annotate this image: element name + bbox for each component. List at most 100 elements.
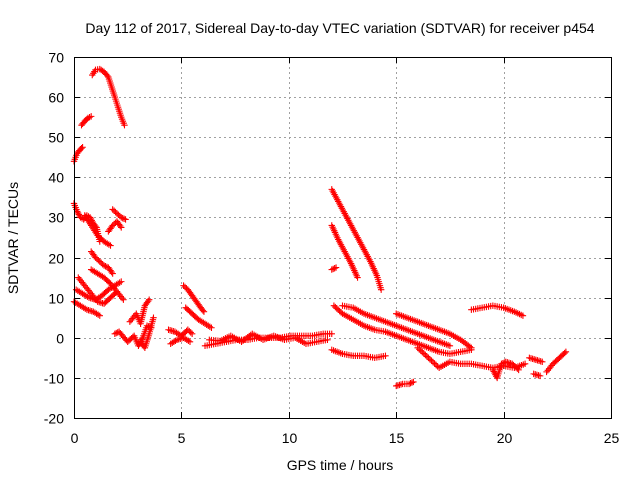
data-point	[498, 360, 505, 368]
data-point	[354, 274, 361, 281]
series-arc-16	[165, 326, 196, 339]
data-point	[108, 268, 115, 276]
series-arc-07	[81, 212, 114, 249]
data-point	[561, 349, 568, 357]
y-tick-label: 50	[48, 130, 64, 146]
data-point	[96, 312, 103, 319]
y-tick-label: 30	[48, 210, 64, 226]
series-arc-22	[328, 186, 385, 293]
series-arc-03	[89, 65, 128, 129]
data-point	[150, 314, 157, 321]
data-point	[100, 262, 108, 269]
data-point	[514, 365, 521, 372]
data-point	[539, 358, 546, 366]
series-arc-34	[530, 370, 544, 380]
data-point	[428, 357, 435, 364]
data-point	[107, 242, 114, 249]
series-arc-05	[105, 218, 125, 235]
data-point	[118, 224, 125, 231]
data-point	[119, 214, 126, 222]
series-arc-17	[167, 334, 194, 347]
axis-ticks	[74, 57, 612, 419]
data-point	[417, 347, 424, 354]
data-point	[416, 346, 423, 353]
series-arc-27	[393, 310, 475, 352]
data-point	[188, 330, 196, 337]
series-arc-23	[328, 222, 361, 281]
series-arc-32	[489, 358, 522, 382]
series-arc-08	[87, 248, 116, 277]
data-point	[199, 307, 207, 314]
x-tick-label: 25	[604, 430, 620, 446]
y-axis-label: SDTVAR / TECUs	[5, 182, 21, 294]
data-point	[519, 312, 527, 319]
data-point	[187, 329, 194, 336]
data-point	[111, 330, 119, 337]
data-point	[423, 353, 431, 360]
data-point	[208, 324, 215, 331]
y-tick-label: 0	[56, 331, 64, 347]
data-points	[70, 65, 570, 390]
data-point	[120, 296, 127, 303]
data-point	[468, 344, 475, 352]
data-point	[118, 214, 125, 221]
x-tick-label: 15	[389, 430, 405, 446]
data-point	[104, 72, 111, 79]
data-point	[120, 215, 128, 222]
series-arc-12	[70, 298, 103, 319]
data-point	[87, 113, 95, 120]
data-point	[118, 278, 125, 285]
data-point	[328, 330, 335, 337]
y-tick-label: -20	[44, 411, 64, 427]
data-point	[112, 289, 119, 297]
data-point	[405, 380, 413, 388]
data-point	[331, 265, 338, 272]
data-point	[377, 286, 385, 293]
x-axis-label: GPS time / hours	[287, 457, 394, 473]
series-arc-06	[109, 206, 129, 223]
series-arc-01	[70, 144, 86, 165]
data-point	[328, 266, 335, 273]
data-point	[414, 344, 421, 352]
grid	[74, 57, 611, 418]
data-point	[419, 348, 426, 356]
x-axis-tick-labels: 0 5 10 15 20 25	[71, 430, 620, 446]
data-point	[521, 360, 529, 368]
data-point	[324, 336, 331, 343]
x-tick-label: 20	[497, 430, 513, 446]
series-arc-02	[78, 113, 95, 129]
data-point	[109, 270, 116, 277]
data-point	[466, 343, 474, 350]
data-point	[337, 309, 345, 316]
series-arc-29	[393, 378, 417, 390]
series-arc-33	[526, 354, 546, 366]
data-point	[200, 308, 208, 315]
data-point	[499, 359, 507, 367]
y-axis-tick-labels: -20 -10 0 10 20 30 40 50 60 70	[44, 50, 64, 427]
data-point	[79, 144, 86, 151]
y-tick-label: 40	[48, 170, 64, 186]
data-point	[425, 354, 432, 362]
data-point	[422, 351, 429, 359]
data-point	[432, 361, 440, 369]
data-point	[382, 352, 389, 360]
x-tick-label: 0	[71, 430, 79, 446]
data-point	[446, 342, 454, 349]
data-point	[121, 121, 128, 129]
y-tick-label: 60	[48, 90, 64, 106]
x-tick-label: 10	[282, 430, 298, 446]
series-arc-24	[328, 264, 340, 273]
data-point	[426, 356, 434, 363]
series-arc-35	[543, 348, 570, 376]
series-arc-31	[468, 302, 527, 319]
data-point	[78, 145, 85, 152]
data-point	[410, 378, 417, 386]
data-point	[536, 372, 544, 380]
series-arc-26	[339, 302, 454, 349]
data-point	[515, 366, 522, 374]
series-arc-18	[180, 282, 208, 315]
data-point	[186, 338, 194, 345]
data-point	[113, 288, 121, 295]
data-point	[431, 360, 438, 367]
